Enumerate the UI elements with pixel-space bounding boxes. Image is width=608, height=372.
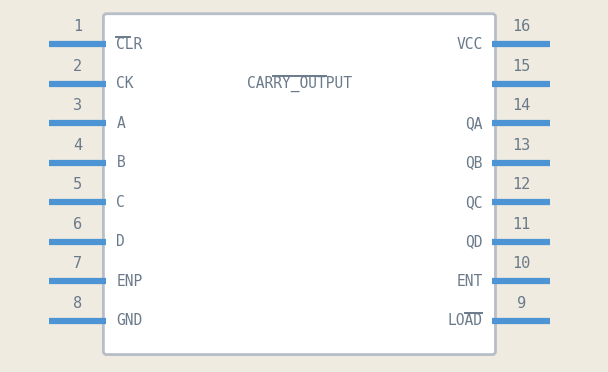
Text: ENP: ENP <box>116 274 143 289</box>
Text: 12: 12 <box>512 177 531 192</box>
FancyBboxPatch shape <box>103 14 496 355</box>
Text: ENT: ENT <box>456 274 483 289</box>
Text: 3: 3 <box>73 98 82 113</box>
Text: CK: CK <box>116 76 134 91</box>
Text: QD: QD <box>465 234 483 249</box>
Text: 8: 8 <box>73 296 82 311</box>
Text: 14: 14 <box>512 98 531 113</box>
Text: QA: QA <box>465 116 483 131</box>
Text: 9: 9 <box>517 296 526 311</box>
Text: VCC: VCC <box>456 37 483 52</box>
Text: B: B <box>116 155 125 170</box>
Text: A: A <box>116 116 125 131</box>
Text: QC: QC <box>465 195 483 210</box>
Text: 6: 6 <box>73 217 82 232</box>
Text: 7: 7 <box>73 256 82 271</box>
Text: GND: GND <box>116 313 143 328</box>
Text: 16: 16 <box>512 19 531 34</box>
Text: D: D <box>116 234 125 249</box>
Text: 4: 4 <box>73 138 82 153</box>
Text: 13: 13 <box>512 138 531 153</box>
Text: 1: 1 <box>73 19 82 34</box>
Text: 5: 5 <box>73 177 82 192</box>
Text: C: C <box>116 195 125 210</box>
Text: 2: 2 <box>73 59 82 74</box>
Text: 10: 10 <box>512 256 531 271</box>
Text: 15: 15 <box>512 59 531 74</box>
Text: CLR: CLR <box>116 37 143 52</box>
Text: QB: QB <box>465 155 483 170</box>
Text: 11: 11 <box>512 217 531 232</box>
Text: LOAD: LOAD <box>447 313 483 328</box>
Text: CARRY_OUTPUT: CARRY_OUTPUT <box>247 76 352 92</box>
